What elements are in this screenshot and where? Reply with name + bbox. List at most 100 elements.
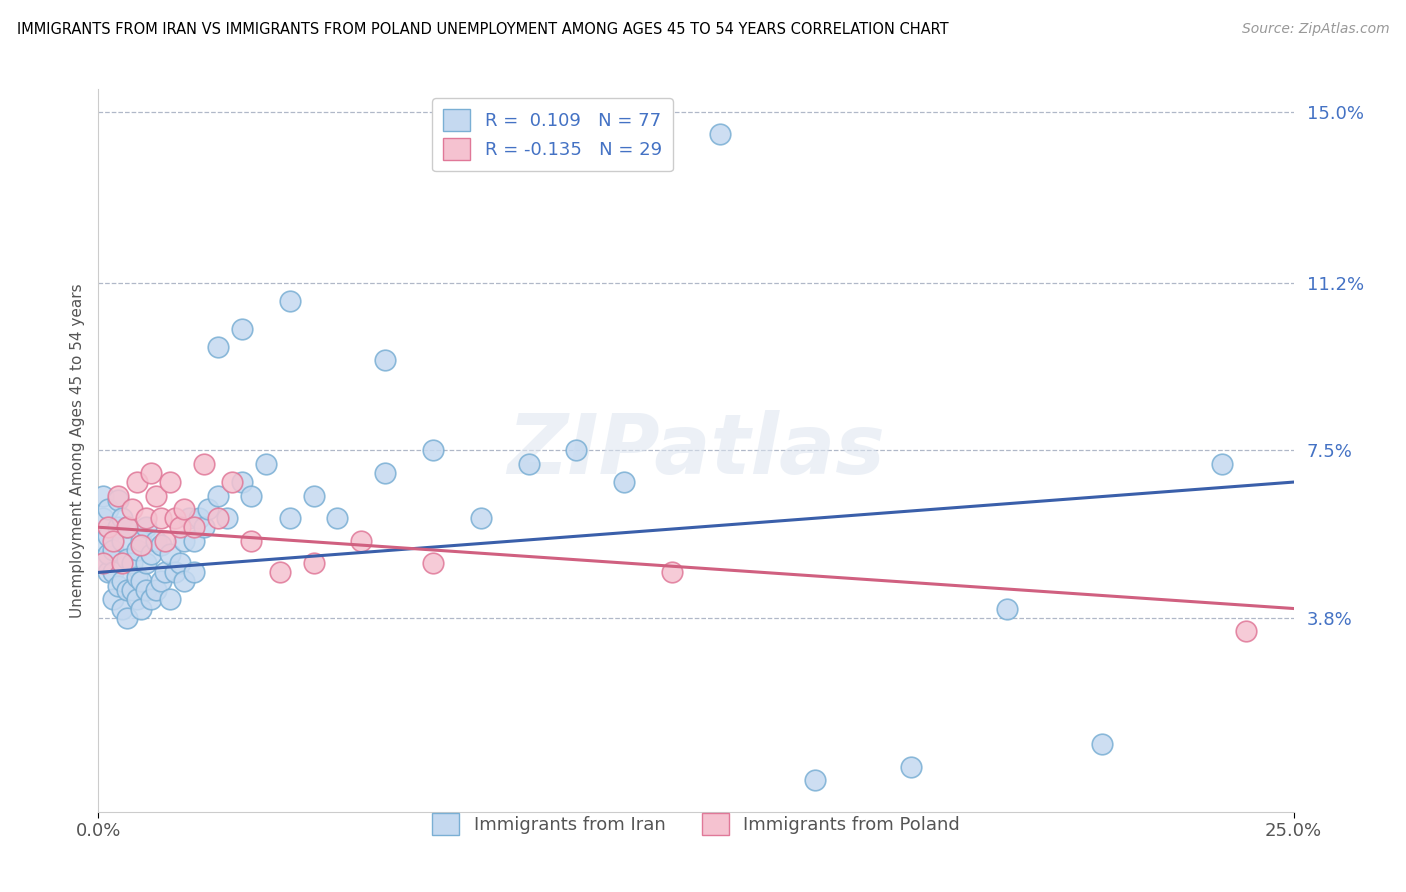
Point	[187, 511, 209, 525]
Point	[470, 150, 492, 164]
Point	[145, 533, 167, 548]
Point	[97, 547, 120, 561]
Point	[470, 511, 492, 525]
Point	[709, 128, 731, 142]
Point	[207, 511, 229, 525]
Point	[115, 520, 138, 534]
Point	[107, 489, 129, 503]
Point	[101, 542, 124, 557]
Point	[91, 511, 114, 525]
Point	[326, 511, 349, 525]
Point	[173, 502, 195, 516]
Point	[111, 601, 134, 615]
Point	[91, 557, 114, 571]
Text: ZIPatlas: ZIPatlas	[508, 410, 884, 491]
Point	[107, 493, 129, 508]
Point	[155, 533, 177, 548]
Point	[91, 557, 114, 571]
Point	[111, 557, 134, 571]
Point	[159, 592, 181, 607]
Point	[149, 538, 172, 552]
Point	[97, 566, 120, 580]
Point	[125, 570, 148, 584]
Point	[613, 475, 636, 489]
Point	[131, 601, 153, 615]
Point	[125, 475, 148, 489]
Point	[125, 592, 148, 607]
Point	[422, 557, 444, 571]
Point	[302, 489, 325, 503]
Point	[179, 511, 201, 525]
Point	[125, 542, 148, 557]
Point	[254, 457, 277, 471]
Point	[207, 489, 229, 503]
Point	[101, 566, 124, 580]
Text: IMMIGRANTS FROM IRAN VS IMMIGRANTS FROM POLAND UNEMPLOYMENT AMONG AGES 45 TO 54 : IMMIGRANTS FROM IRAN VS IMMIGRANTS FROM …	[17, 22, 949, 37]
Point	[1234, 624, 1257, 639]
Point	[91, 533, 114, 548]
Point	[115, 583, 138, 598]
Point	[155, 566, 177, 580]
Point	[169, 557, 191, 571]
Point	[145, 489, 167, 503]
Point	[221, 475, 243, 489]
Point	[145, 583, 167, 598]
Point	[278, 294, 301, 309]
Point	[350, 533, 373, 548]
Point	[139, 466, 162, 480]
Point	[240, 489, 263, 503]
Point	[1091, 737, 1114, 751]
Point	[135, 583, 157, 598]
Point	[101, 533, 124, 548]
Point	[97, 529, 120, 543]
Point	[661, 566, 683, 580]
Point	[149, 574, 172, 589]
Point	[115, 551, 138, 566]
Point	[231, 321, 253, 335]
Legend: Immigrants from Iran, Immigrants from Poland: Immigrants from Iran, Immigrants from Po…	[425, 806, 967, 842]
Point	[139, 547, 162, 561]
Point	[163, 566, 186, 580]
Point	[900, 759, 922, 773]
Point	[159, 547, 181, 561]
Point	[149, 511, 172, 525]
Point	[422, 443, 444, 458]
Point	[804, 773, 827, 788]
Point	[517, 457, 540, 471]
Point	[121, 583, 143, 598]
Point	[131, 574, 153, 589]
Point	[107, 520, 129, 534]
Point	[183, 533, 205, 548]
Point	[97, 520, 120, 534]
Point	[135, 520, 157, 534]
Point	[115, 610, 138, 624]
Point	[193, 457, 215, 471]
Point	[193, 520, 215, 534]
Point	[374, 353, 396, 368]
Point	[131, 538, 153, 552]
Point	[183, 520, 205, 534]
Point	[565, 443, 588, 458]
Point	[111, 533, 134, 548]
Point	[111, 511, 134, 525]
Point	[169, 520, 191, 534]
Point	[269, 566, 291, 580]
Point	[197, 502, 219, 516]
Point	[183, 566, 205, 580]
Point	[173, 574, 195, 589]
Point	[121, 502, 143, 516]
Point	[163, 511, 186, 525]
Point	[278, 511, 301, 525]
Point	[91, 489, 114, 503]
Point	[139, 592, 162, 607]
Point	[231, 475, 253, 489]
Point	[217, 511, 239, 525]
Point	[995, 601, 1018, 615]
Y-axis label: Unemployment Among Ages 45 to 54 years: Unemployment Among Ages 45 to 54 years	[69, 283, 84, 618]
Point	[131, 533, 153, 548]
Text: Source: ZipAtlas.com: Source: ZipAtlas.com	[1241, 22, 1389, 37]
Point	[173, 533, 195, 548]
Point	[135, 557, 157, 571]
Point	[107, 579, 129, 593]
Point	[121, 557, 143, 571]
